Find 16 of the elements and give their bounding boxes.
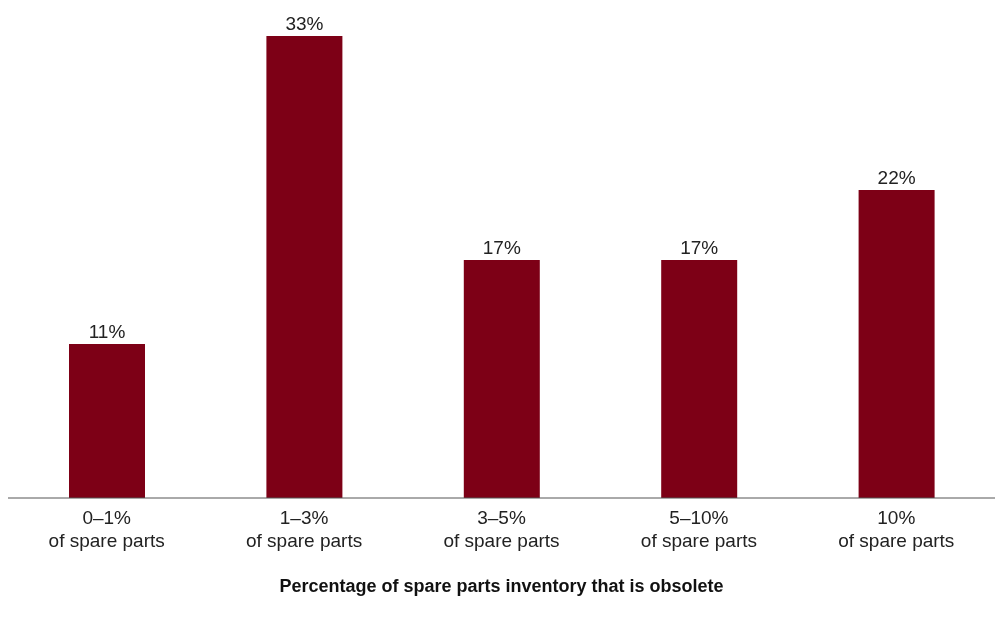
x-axis-title: Percentage of spare parts inventory that is obsolete bbox=[278, 576, 725, 597]
data-label: 11% bbox=[88, 321, 126, 342]
bar bbox=[858, 190, 935, 498]
x-tick-label: 0–1% of spare parts bbox=[48, 507, 165, 551]
data-label: 33% bbox=[285, 13, 324, 34]
bar bbox=[266, 36, 343, 498]
x-tick-label: 5–10% of spare parts bbox=[640, 507, 757, 551]
data-label: 17% bbox=[680, 237, 719, 258]
x-tick-label: 1–3% of spare parts bbox=[246, 507, 363, 551]
bar bbox=[463, 260, 540, 498]
bar bbox=[69, 344, 145, 498]
data-label: 17% bbox=[482, 237, 521, 258]
x-tick-label: 10% of spare parts bbox=[838, 507, 955, 551]
data-label: 22% bbox=[877, 167, 916, 188]
x-tick-label: 3–5% of spare parts bbox=[443, 507, 560, 551]
bar bbox=[661, 260, 738, 498]
